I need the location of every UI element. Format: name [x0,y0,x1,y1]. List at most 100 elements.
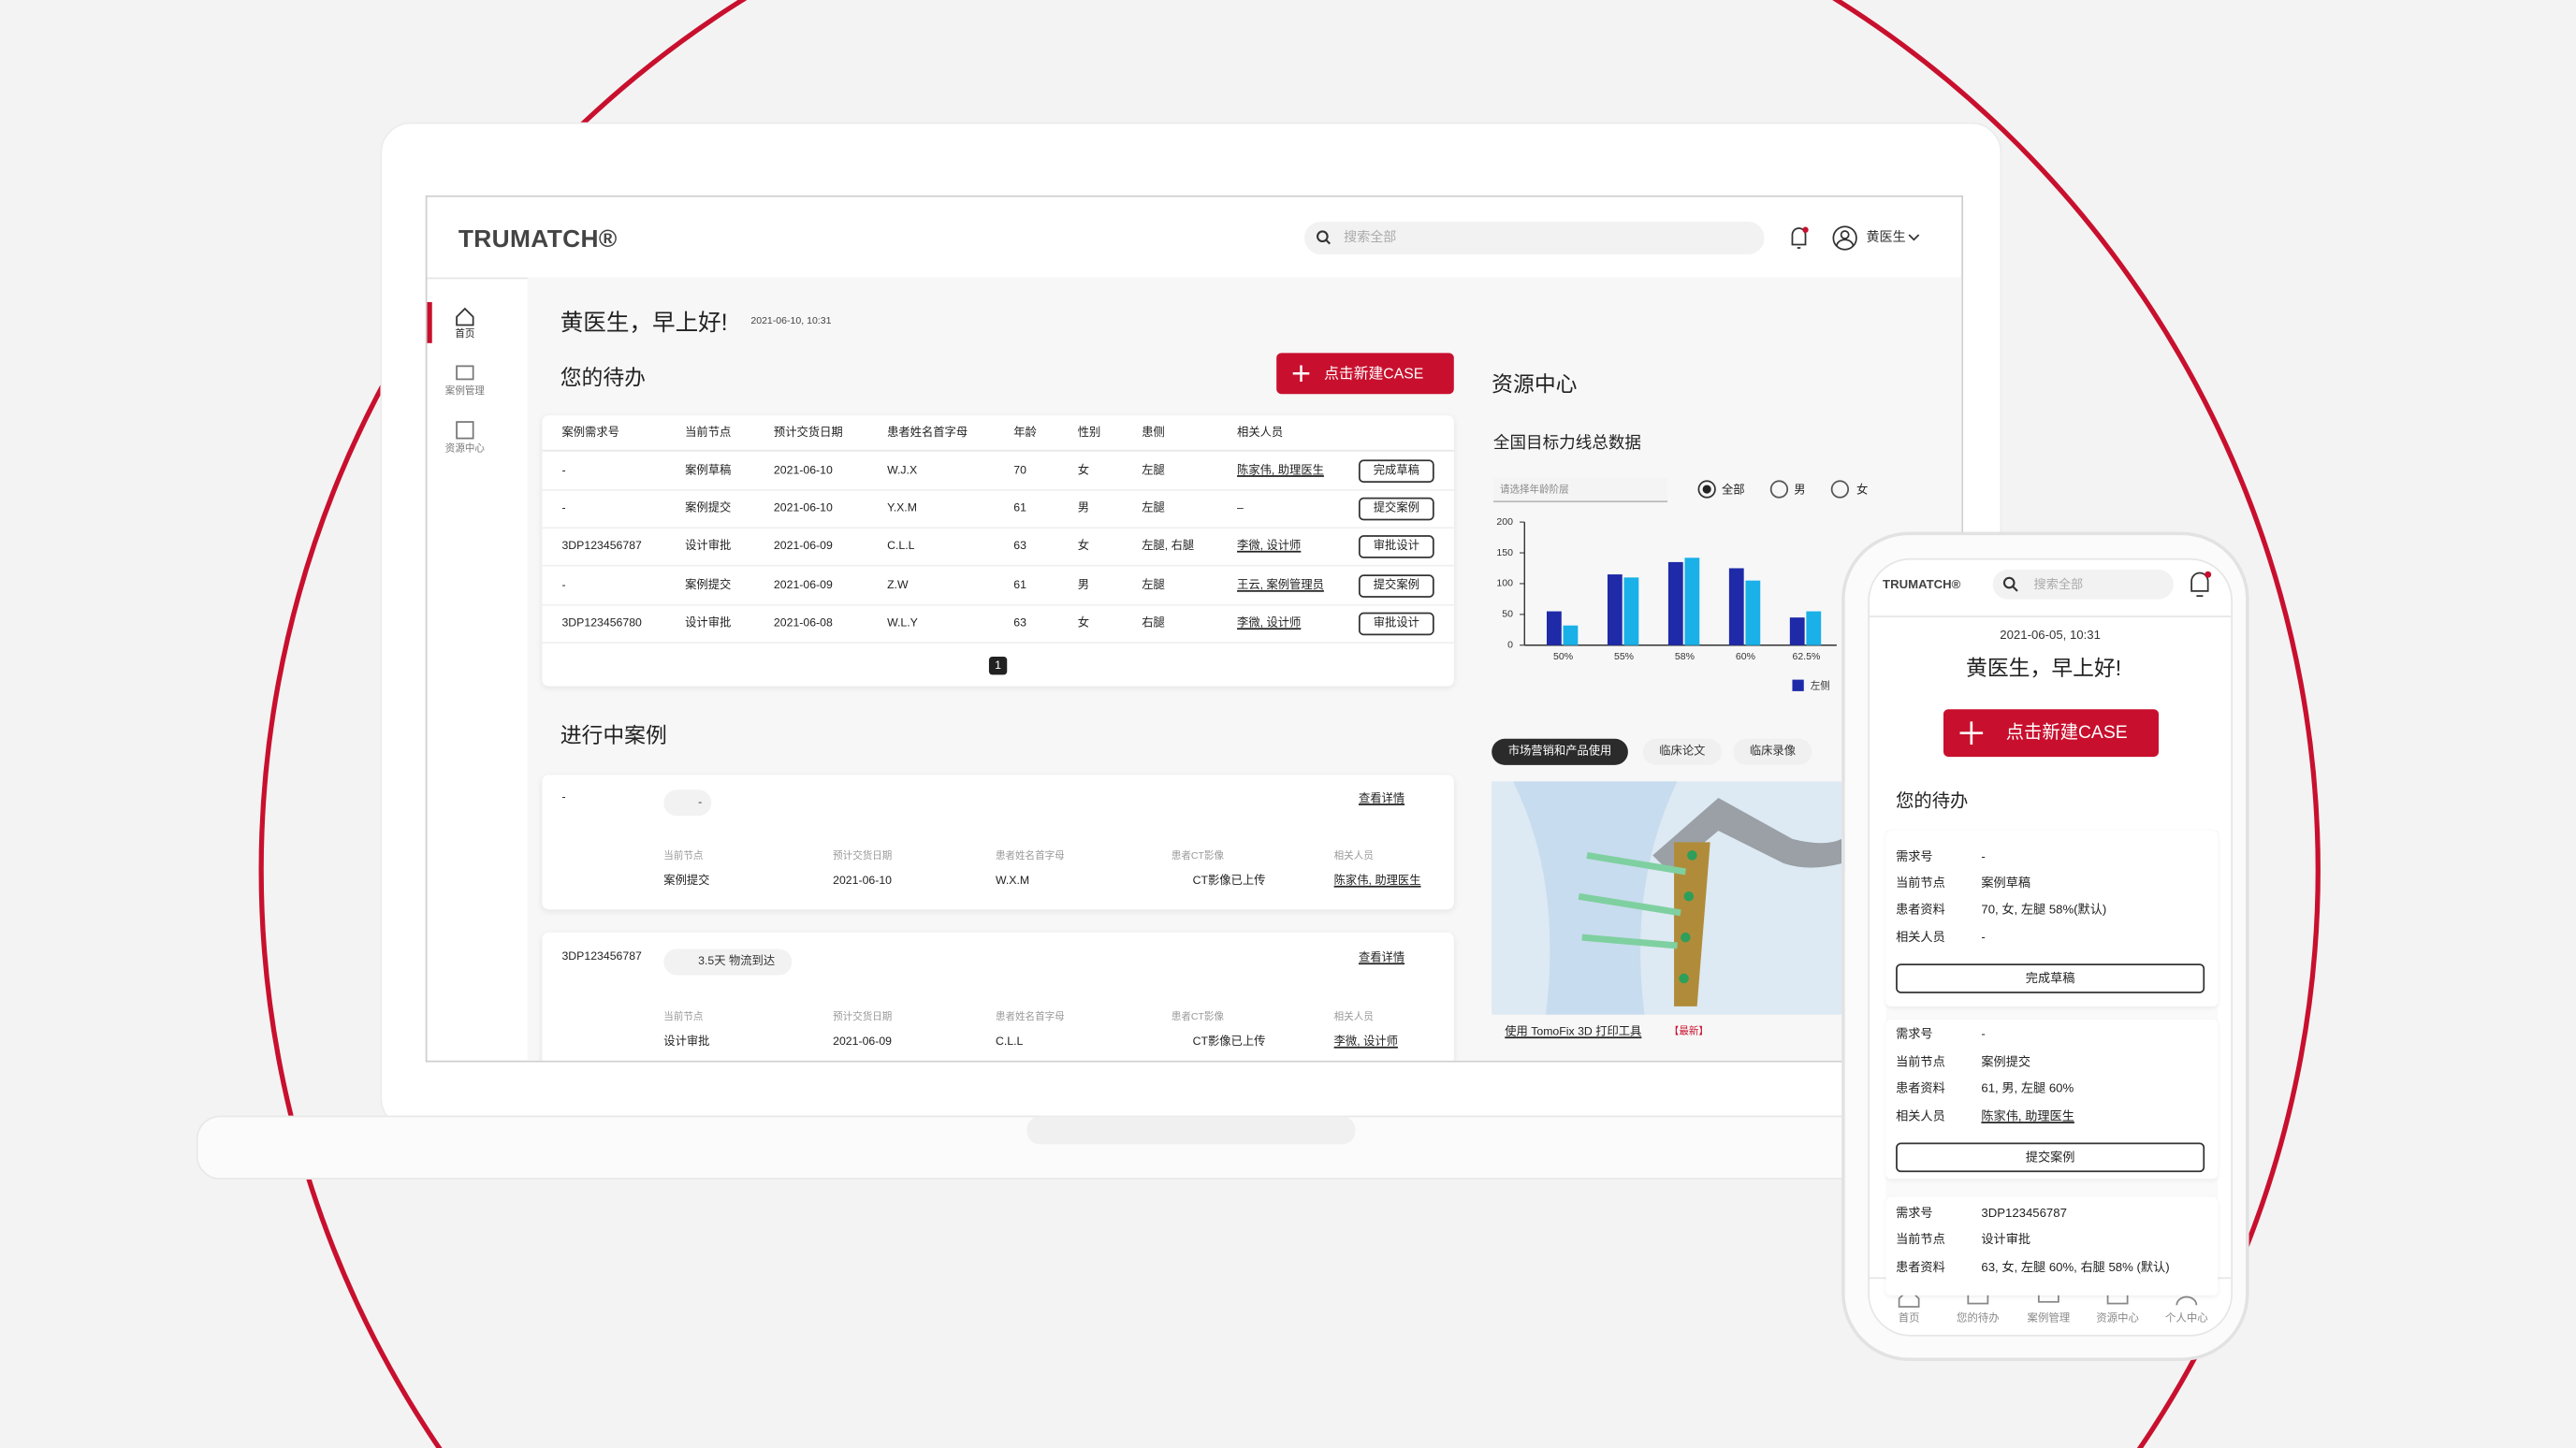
table-cell: 设计审批 [685,541,732,553]
bar [1563,625,1579,645]
table-cell: 70 [1013,465,1026,477]
page-number[interactable]: 1 [995,659,1002,672]
action-button-label[interactable]: 审批设计 [1373,541,1419,553]
tab[interactable] [1642,738,1722,765]
table-cell: 女 [1077,465,1090,477]
bottom-nav-item[interactable]: 案例管理 [2027,1312,2071,1325]
action-button-label[interactable]: 完成草稿 [1373,465,1419,477]
tab[interactable] [1733,738,1812,765]
phone-search[interactable] [1992,570,2174,600]
item-value[interactable]: 陈家伟, 助理医生 [1981,1108,2074,1123]
bar [1728,568,1744,645]
related-person[interactable]: 李微, 设计师 [1237,617,1302,630]
tab-label[interactable]: 临床录像 [1749,746,1796,758]
table-cell: 女 [1077,617,1090,630]
section-title: 您的待办 [560,365,647,390]
bar [1607,574,1623,645]
action-button[interactable] [1358,535,1434,558]
related-person[interactable]: 王云, 案例管理员 [1237,580,1324,592]
detail-link[interactable]: 查看详情 [1358,952,1405,965]
action-button[interactable] [1358,497,1434,521]
field-label: 患者姓名首字母 [995,851,1065,862]
action-button[interactable] [1358,574,1434,598]
action-button[interactable] [1358,459,1434,483]
status-pill [663,948,793,976]
item-action-label[interactable]: 完成草稿 [2025,970,2075,986]
x-tick-label: 62.5% [1792,651,1820,662]
datetime: 2021-06-10, 10:31 [750,316,832,327]
table-header: 预计交货日期 [773,427,843,440]
field-value: CT影像已上传 [1192,876,1266,888]
item-value: 设计审批 [1981,1231,2031,1247]
table-cell: W.L.Y [887,617,918,630]
table-cell: 61 [1013,502,1026,515]
select-placeholder[interactable]: 请选择年龄阶层 [1499,485,1569,497]
search-box[interactable] [1304,221,1765,255]
table-header: 相关人员 [1237,427,1284,440]
table-cell: 2021-06-10 [773,465,833,477]
y-tick-label: 0 [1507,640,1513,651]
section-title: 资源中心 [1492,371,1578,397]
table-cell: 左腿, 右腿 [1142,541,1195,553]
tab-label[interactable]: 临床论文 [1659,746,1706,758]
action-button-label[interactable]: 审批设计 [1373,617,1419,630]
field-value: C.L.L [995,1036,1024,1049]
new-case-button-label[interactable]: 点击新建CASE [1324,365,1424,383]
item-label: 患者资料 [1896,1259,1945,1275]
action-button-label[interactable]: 提交案例 [1373,580,1419,592]
field-value[interactable]: 李微, 设计师 [1333,1036,1398,1049]
bottom-nav-item[interactable]: 资源中心 [2096,1312,2139,1325]
related-person[interactable]: 陈家伟, 助理医生 [1237,465,1324,477]
section-title: 进行中案例 [560,723,667,748]
bar [1684,557,1700,645]
article-link[interactable]: 使用 TomoFix 3D 打印工具 [1505,1026,1642,1039]
case-status: - [698,797,703,809]
phone-new-case-label[interactable]: 点击新建CASE [2005,723,2128,744]
nav-item[interactable]: 案例管理 [444,387,485,398]
item-value: - [1981,848,1986,864]
related-person[interactable]: 李微, 设计师 [1237,541,1302,553]
laptop-screen: 0 50 100 150 200 50% 55% 58% 60% 62.5% 左侧 TRUMATCH… [425,195,1964,1063]
field-label: 患者CT影像 [1171,1012,1224,1023]
nav-item[interactable]: 资源中心 [444,444,485,456]
item-action-button[interactable] [1896,963,2205,993]
age-select[interactable] [1492,477,1668,503]
item-action-label[interactable]: 提交案例 [2025,1150,2075,1165]
todo-card [1885,1196,2219,1296]
field-label: 当前节点 [663,851,704,862]
table-cell: 2021-06-08 [773,617,833,630]
greeting: 黄医生，早上好! [560,308,728,336]
row-divider [542,564,1454,567]
phone-section-title: 您的待办 [1896,791,1969,812]
nav-item[interactable]: 首页 [455,329,475,340]
action-button[interactable] [1358,612,1434,636]
phone-datetime: 2021-06-05, 10:31 [2000,627,2101,643]
user-name[interactable]: 黄医生 [1866,229,1906,245]
table-cell: 3DP123456787 [561,541,642,553]
y-tick-label: 200 [1496,516,1513,528]
bottom-nav-item[interactable]: 首页 [1898,1312,1920,1325]
radio-label[interactable]: 男 [1794,485,1806,497]
table-cell: 设计审批 [685,617,732,630]
bottom-nav-item[interactable]: 您的待办 [1957,1312,2000,1325]
case-id: - [561,791,566,804]
table-header: 案例需求号 [561,427,619,440]
detail-link[interactable]: 查看详情 [1358,793,1405,805]
item-value: 70, 女, 左腿 58%(默认) [1981,901,2107,917]
page-current[interactable] [988,657,1008,675]
bottom-nav-item[interactable]: 个人中心 [2165,1312,2208,1325]
tab-label[interactable]: 市场营销和产品使用 [1507,746,1612,758]
item-action-button[interactable] [1896,1142,2205,1173]
field-value[interactable]: 陈家伟, 助理医生 [1333,876,1421,888]
item-value: 61, 男, 左腿 60% [1981,1080,2074,1096]
phone-screen: TRUMATCH® 搜索全部 2021-06-05, 10:31 黄医生，早上好! 点击… [1868,557,2233,1337]
radio-label[interactable]: 全部 [1721,485,1745,497]
y-tick-label: 50 [1502,609,1513,620]
x-tick-label: 50% [1553,651,1573,662]
table-cell: 右腿 [1142,617,1165,630]
tab-active[interactable] [1492,738,1628,765]
radio-label[interactable]: 女 [1856,485,1869,497]
action-button-label[interactable]: 提交案例 [1373,502,1419,515]
table-header: 患者姓名首字母 [887,427,968,440]
item-value: 63, 女, 左腿 60%, 右腿 58% (默认) [1981,1259,2170,1275]
